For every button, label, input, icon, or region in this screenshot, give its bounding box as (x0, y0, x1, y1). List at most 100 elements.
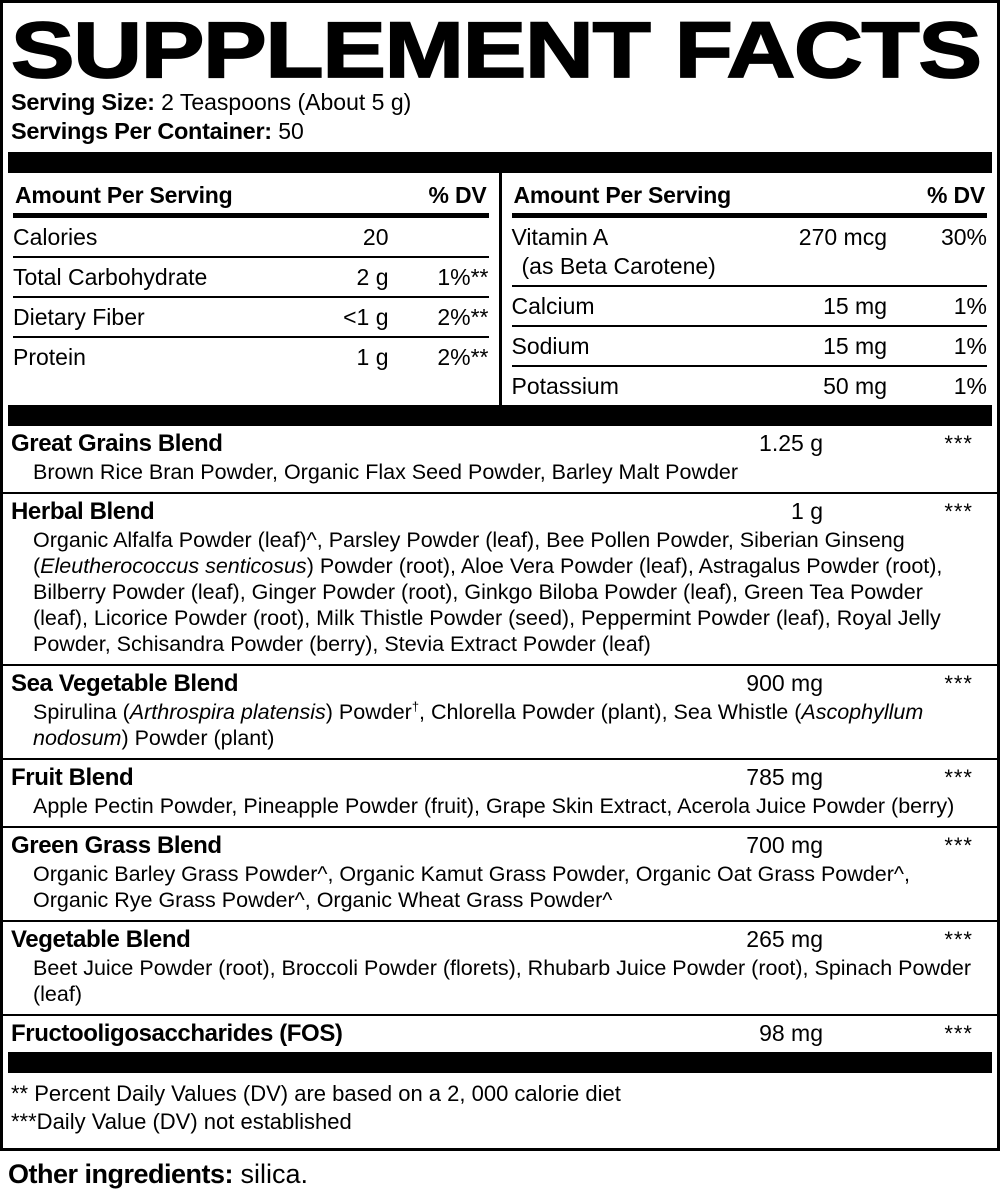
nutrient-name: Protein (13, 344, 86, 370)
nutrient-name: Calcium (511, 293, 595, 319)
blend-dv: *** (944, 833, 973, 858)
nutrient-dv: 1%** (437, 264, 489, 290)
blend-row: Herbal Blend 1 g *** Organic Alfalfa Pow… (3, 492, 997, 664)
blend-dv: *** (944, 499, 973, 524)
nutrient-name: Sodium (511, 333, 590, 359)
nutrition-table-left: Amount Per Serving % DV Calories 20 Tota… (3, 173, 499, 405)
serving-size-label: Serving Size: (11, 89, 155, 115)
nutrient-amount: 1 g (356, 344, 389, 370)
blend-amount: 900 mg (746, 670, 823, 696)
blend-amount: 785 mg (746, 764, 823, 790)
divider-bar-bottom (8, 1052, 992, 1073)
blend-ingredients: Beet Juice Powder (root), Broccoli Powde… (33, 956, 972, 1006)
blend-heading: Great Grains Blend 1.25 g *** (3, 428, 997, 458)
blend-ingredients: Organic Barley Grass Powder^, Organic Ka… (33, 862, 910, 912)
nutrient-amount: 15 mg (823, 293, 887, 319)
other-ingredients-value: silica. (233, 1159, 309, 1189)
nutrient-name: Total Carbohydrate (13, 264, 208, 290)
other-ingredients-label: Other ingredients: (8, 1159, 234, 1189)
blend-heading: Sea Vegetable Blend 900 mg *** (3, 668, 997, 698)
blend-ingredients: Apple Pectin Powder, Pineapple Powder (f… (33, 794, 955, 818)
nutrient-row: Dietary Fiber <1 g 2%** (13, 296, 489, 336)
nutrient-name: Calories (13, 224, 98, 250)
nutrient-row: Potassium 50 mg 1% (511, 365, 987, 405)
blend-heading: Vegetable Blend 265 mg *** (3, 924, 997, 954)
nutrition-rows-right: Vitamin A 270 mcg 30% (as Beta Carotene)… (511, 218, 988, 405)
blend-name: Great Grains Blend (11, 430, 223, 457)
nutrient-amount: 15 mg (823, 333, 887, 359)
blend-heading: Herbal Blend 1 g *** (3, 496, 997, 526)
nutrient-name: Potassium (511, 373, 619, 399)
nutrient-subname: (as Beta Carotene) (521, 253, 716, 279)
blend-amount: 700 mg (746, 832, 823, 858)
divider-bar-middle (8, 405, 992, 426)
nutrient-amount: <1 g (343, 304, 389, 330)
blend-ingredients: Spirulina (Arthrospira platensis) Powder… (33, 698, 924, 750)
nutrient-amount: 20 (362, 224, 389, 250)
dv-header: % DV (428, 182, 487, 208)
nutrition-header-right: Amount Per Serving % DV (511, 173, 987, 218)
nutrient-dv: 1% (953, 333, 987, 359)
supplement-facts-panel: SUPPLEMENT FACTS Serving Size: 2 Teaspoo… (0, 0, 1000, 1151)
blend-row: Vegetable Blend 265 mg *** Beet Juice Po… (3, 920, 997, 1014)
blend-heading: Fruit Blend 785 mg *** (3, 762, 997, 792)
nutrition-columns: Amount Per Serving % DV Calories 20 Tota… (3, 173, 997, 405)
blend-name: Green Grass Blend (11, 832, 222, 859)
nutrient-name: Vitamin A (511, 224, 609, 250)
nutrition-rows-left: Calories 20 Total Carbohydrate 2 g 1%** … (13, 218, 489, 376)
blend-ingredients: Organic Alfalfa Powder (leaf)^, Parsley … (33, 528, 943, 656)
nutrient-row: Total Carbohydrate 2 g 1%** (13, 256, 489, 296)
nutrient-dv: 30% (940, 224, 987, 250)
nutrient-row: Protein 1 g 2%** (13, 336, 489, 376)
nutrient-dv: 1% (953, 293, 987, 319)
blend-name: Sea Vegetable Blend (11, 670, 239, 697)
blend-row: Fruit Blend 785 mg *** Apple Pectin Powd… (3, 758, 997, 826)
blend-dv: *** (944, 927, 973, 952)
nutrient-dv: 1% (953, 373, 987, 399)
nutrient-row: Calories 20 (13, 218, 489, 256)
blend-dv: *** (944, 671, 973, 696)
nutrition-table-right: Amount Per Serving % DV Vitamin A 270 mc… (502, 173, 998, 405)
nutrient-row: Calcium 15 mg 1% (511, 285, 987, 325)
nutrient-amount: 270 mcg (798, 224, 887, 250)
servings-per-container-value: 50 (271, 118, 304, 144)
divider-bar-top (8, 152, 992, 173)
blend-name: Vegetable Blend (11, 926, 191, 953)
blends-list: Great Grains Blend 1.25 g *** Brown Rice… (3, 426, 997, 1052)
nutrient-row: Vitamin A 270 mcg 30% (as Beta Carotene) (512, 218, 988, 285)
footnote-daily-values: ** Percent Daily Values (DV) are based o… (11, 1081, 621, 1106)
blend-row: Green Grass Blend 700 mg *** Organic Bar… (3, 826, 997, 920)
blend-name: Herbal Blend (11, 498, 155, 525)
nutrient-dv: 2%** (437, 304, 489, 330)
footnotes: ** Percent Daily Values (DV) are based o… (3, 1073, 997, 1148)
blend-name: Fructooligosaccharides (FOS) (11, 1020, 343, 1047)
servings-per-container-line: Servings Per Container: 50 (11, 118, 989, 145)
serving-size-line: Serving Size: 2 Teaspoons (About 5 g) (11, 89, 989, 116)
serving-size-value: 2 Teaspoons (About 5 g) (154, 89, 412, 115)
blend-amount: 1.25 g (759, 430, 823, 456)
amount-per-serving-header: Amount Per Serving (513, 182, 732, 208)
other-ingredients-line: Other ingredients: silica. (0, 1151, 1000, 1190)
blend-dv: *** (944, 765, 973, 790)
blend-amount: 98 mg (759, 1020, 823, 1046)
panel-header: SUPPLEMENT FACTS Serving Size: 2 Teaspoo… (3, 3, 997, 152)
panel-title: SUPPLEMENT FACTS (10, 5, 983, 94)
blend-row: Sea Vegetable Blend 900 mg *** Spirulina… (3, 664, 997, 758)
nutrient-amount: 2 g (356, 264, 389, 290)
blend-heading: Fructooligosaccharides (FOS) 98 mg *** (3, 1018, 997, 1048)
blend-ingredients: Brown Rice Bran Powder, Organic Flax See… (33, 460, 739, 484)
nutrient-name: Dietary Fiber (13, 304, 145, 330)
dv-header: % DV (927, 182, 985, 208)
blend-row: Great Grains Blend 1.25 g *** Brown Rice… (3, 426, 997, 492)
servings-per-container-label: Servings Per Container: (11, 118, 272, 144)
nutrient-amount: 50 mg (823, 373, 887, 399)
blend-amount: 1 g (791, 498, 823, 524)
nutrient-dv: 2%** (437, 344, 489, 370)
column-divider (498, 173, 502, 405)
blend-amount: 265 mg (746, 926, 823, 952)
footnote-dv-not-established: ***Daily Value (DV) not established (11, 1109, 352, 1134)
amount-per-serving-header: Amount Per Serving (15, 182, 233, 208)
blend-dv: *** (944, 431, 973, 456)
nutrition-header-left: Amount Per Serving % DV (13, 173, 489, 218)
blend-row: Fructooligosaccharides (FOS) 98 mg *** (3, 1014, 997, 1052)
